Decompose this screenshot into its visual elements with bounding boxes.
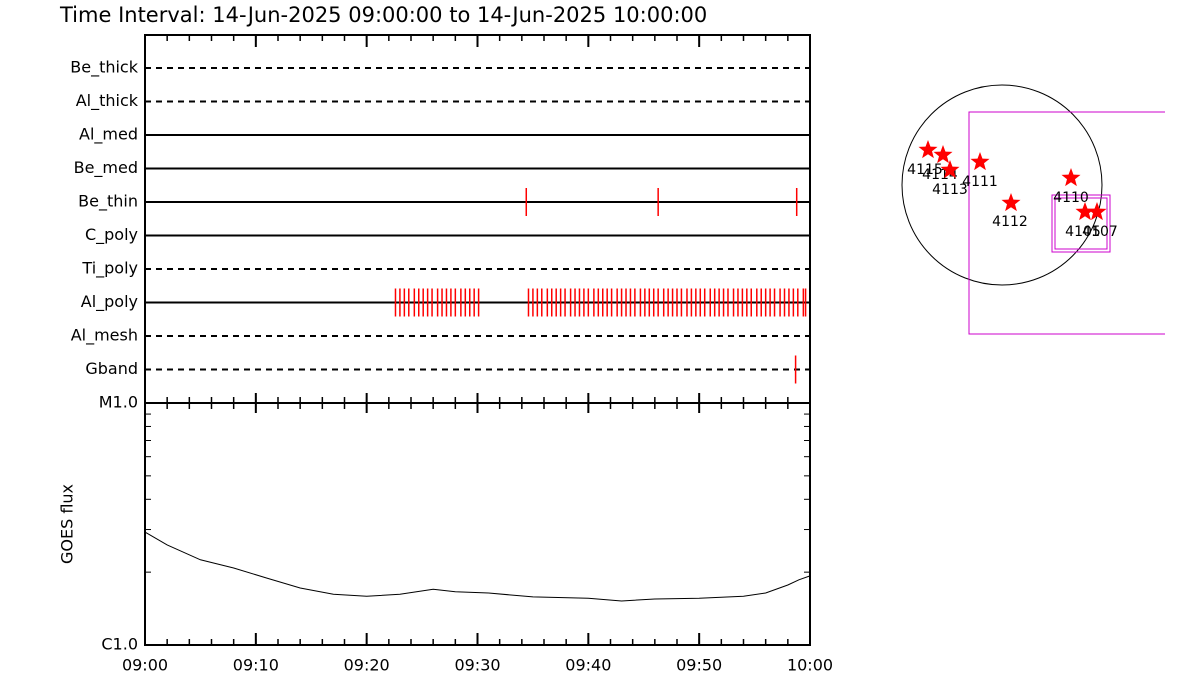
fov-box <box>1051 194 1111 253</box>
region-label: 4105 <box>1065 224 1101 240</box>
region-star <box>970 152 990 171</box>
x-tick-label: 09:30 <box>454 656 500 675</box>
filter-label: Al_med <box>79 125 138 145</box>
region-label: 4112 <box>992 214 1028 230</box>
region-star <box>940 160 960 179</box>
region-label: 4107 <box>1082 224 1118 240</box>
region-star <box>1061 168 1081 187</box>
y-tick-label: M1.0 <box>99 393 138 412</box>
region-label: 4113 <box>932 182 968 198</box>
filter-label: Al_poly <box>81 292 138 312</box>
goes-frame <box>144 402 811 646</box>
solar-disk <box>901 84 1103 286</box>
filter-label: Ti_poly <box>81 259 138 279</box>
filter-label: Be_med <box>74 158 138 178</box>
goes-curve <box>144 531 811 602</box>
fov-box <box>968 111 1165 335</box>
x-tick-label: 09:20 <box>344 656 390 675</box>
region-label: 4111 <box>962 174 998 190</box>
region-star <box>933 145 953 164</box>
filter-label: Be_thin <box>78 192 138 212</box>
x-tick-label: 10:00 <box>787 656 833 675</box>
filter-label: Al_mesh <box>71 326 138 346</box>
region-star <box>1075 202 1095 221</box>
fov-box <box>1054 197 1108 250</box>
chart-title: Time Interval: 14-Jun-2025 09:00:00 to 1… <box>59 3 707 27</box>
filter-label: C_poly <box>85 225 138 245</box>
region-star <box>918 140 938 159</box>
y-axis-label: GOES flux <box>58 484 77 564</box>
y-tick-label: C1.0 <box>101 635 138 654</box>
x-tick-label: 09:50 <box>676 656 722 675</box>
filter-label: Al_thick <box>76 91 139 111</box>
x-tick-label: 09:10 <box>233 656 279 675</box>
event-frame <box>144 34 811 404</box>
x-tick-label: 09:00 <box>122 656 168 675</box>
region-star <box>1087 202 1107 221</box>
filter-label: Gband <box>85 359 138 378</box>
region-star <box>1001 193 1021 212</box>
region-label: 4110 <box>1053 190 1089 206</box>
region-label: 4115 <box>907 162 943 178</box>
filter-label: Be_thick <box>70 58 138 78</box>
x-tick-label: 09:40 <box>565 656 611 675</box>
